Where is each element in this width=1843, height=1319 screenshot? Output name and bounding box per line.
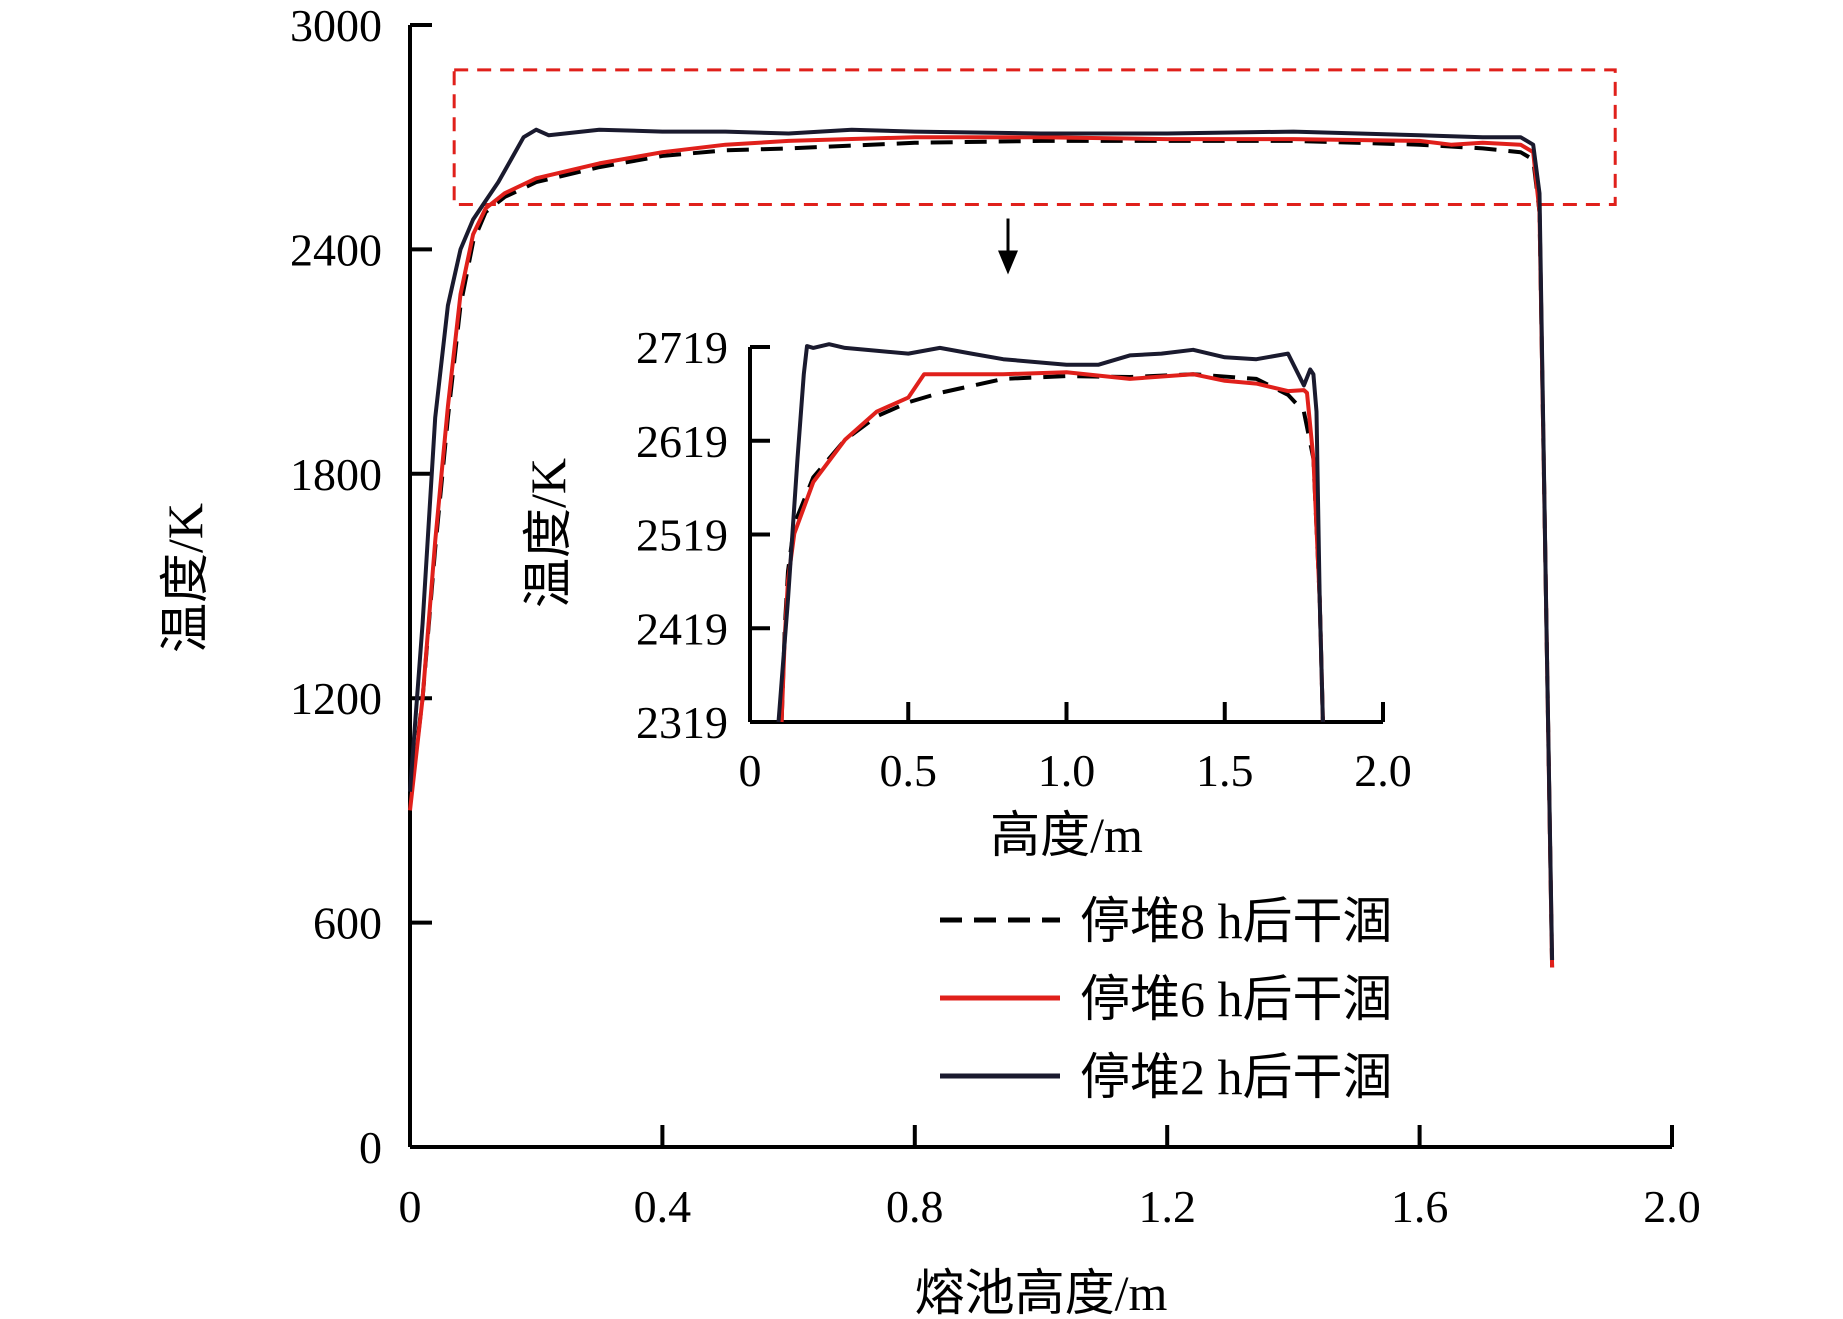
inset-series-line-2 [776, 342, 1325, 723]
inset-y-axis-title: 温度/K [520, 458, 576, 608]
legend-label-0: 停堆8 h后干涸 [1080, 893, 1393, 949]
inset-plot: 2319 2419 2519 2619 2719 0 0.5 1.0 1.5 2.0 高度/m 温度/… [520, 322, 1412, 863]
x-tick-label: 1.6 [1391, 1181, 1449, 1232]
inset-series-line-1 [779, 370, 1325, 723]
series-line-1 [408, 135, 1555, 968]
inset-y-tick-label: 2319 [636, 697, 728, 748]
x-tick-label: 1.2 [1138, 1181, 1196, 1232]
legend-label-1: 停堆6 h后干涸 [1080, 971, 1393, 1027]
zoom-arrow-head [998, 250, 1018, 275]
x-tick-label: 0 [399, 1181, 422, 1232]
inset-x-tick-label: 1.0 [1038, 745, 1096, 796]
y-axis-title: 温度/K [157, 503, 213, 653]
main-plot: 0 600 1200 1800 2400 3000 0 0.4 0.8 1.2 1.6 2.0 熔池高度… [157, 0, 1701, 1319]
inset-y-tick-label: 2419 [636, 603, 728, 654]
y-tick-label: 600 [313, 898, 382, 949]
x-tick-label: 0.8 [886, 1181, 944, 1232]
inset-x-tick-label: 0 [739, 745, 762, 796]
inset-y-tick-label: 2619 [636, 416, 728, 467]
inset-y-tick-label: 2719 [636, 322, 728, 373]
x-tick-label: 2.0 [1643, 1181, 1701, 1232]
inset-x-tick-label: 2.0 [1354, 745, 1412, 796]
inset-x-tick-label: 0.5 [880, 745, 938, 796]
y-tick-label: 1200 [290, 673, 382, 724]
inset-x-tick-label: 1.5 [1196, 745, 1254, 796]
highlight-box [452, 68, 1617, 207]
inset-x-axis-title: 高度/m [990, 807, 1143, 863]
y-tick-label: 1800 [290, 449, 382, 500]
series-line-0 [408, 138, 1555, 968]
x-axis-title: 熔池高度/m [915, 1265, 1168, 1319]
series-line-2 [408, 127, 1555, 961]
y-tick-label: 2400 [290, 224, 382, 275]
y-tick-label: 3000 [290, 0, 382, 51]
legend-label-2: 停堆2 h后干涸 [1080, 1049, 1393, 1105]
inset-y-tick-label: 2519 [636, 510, 728, 561]
y-tick-label: 0 [359, 1122, 382, 1173]
x-tick-label: 0.4 [634, 1181, 692, 1232]
